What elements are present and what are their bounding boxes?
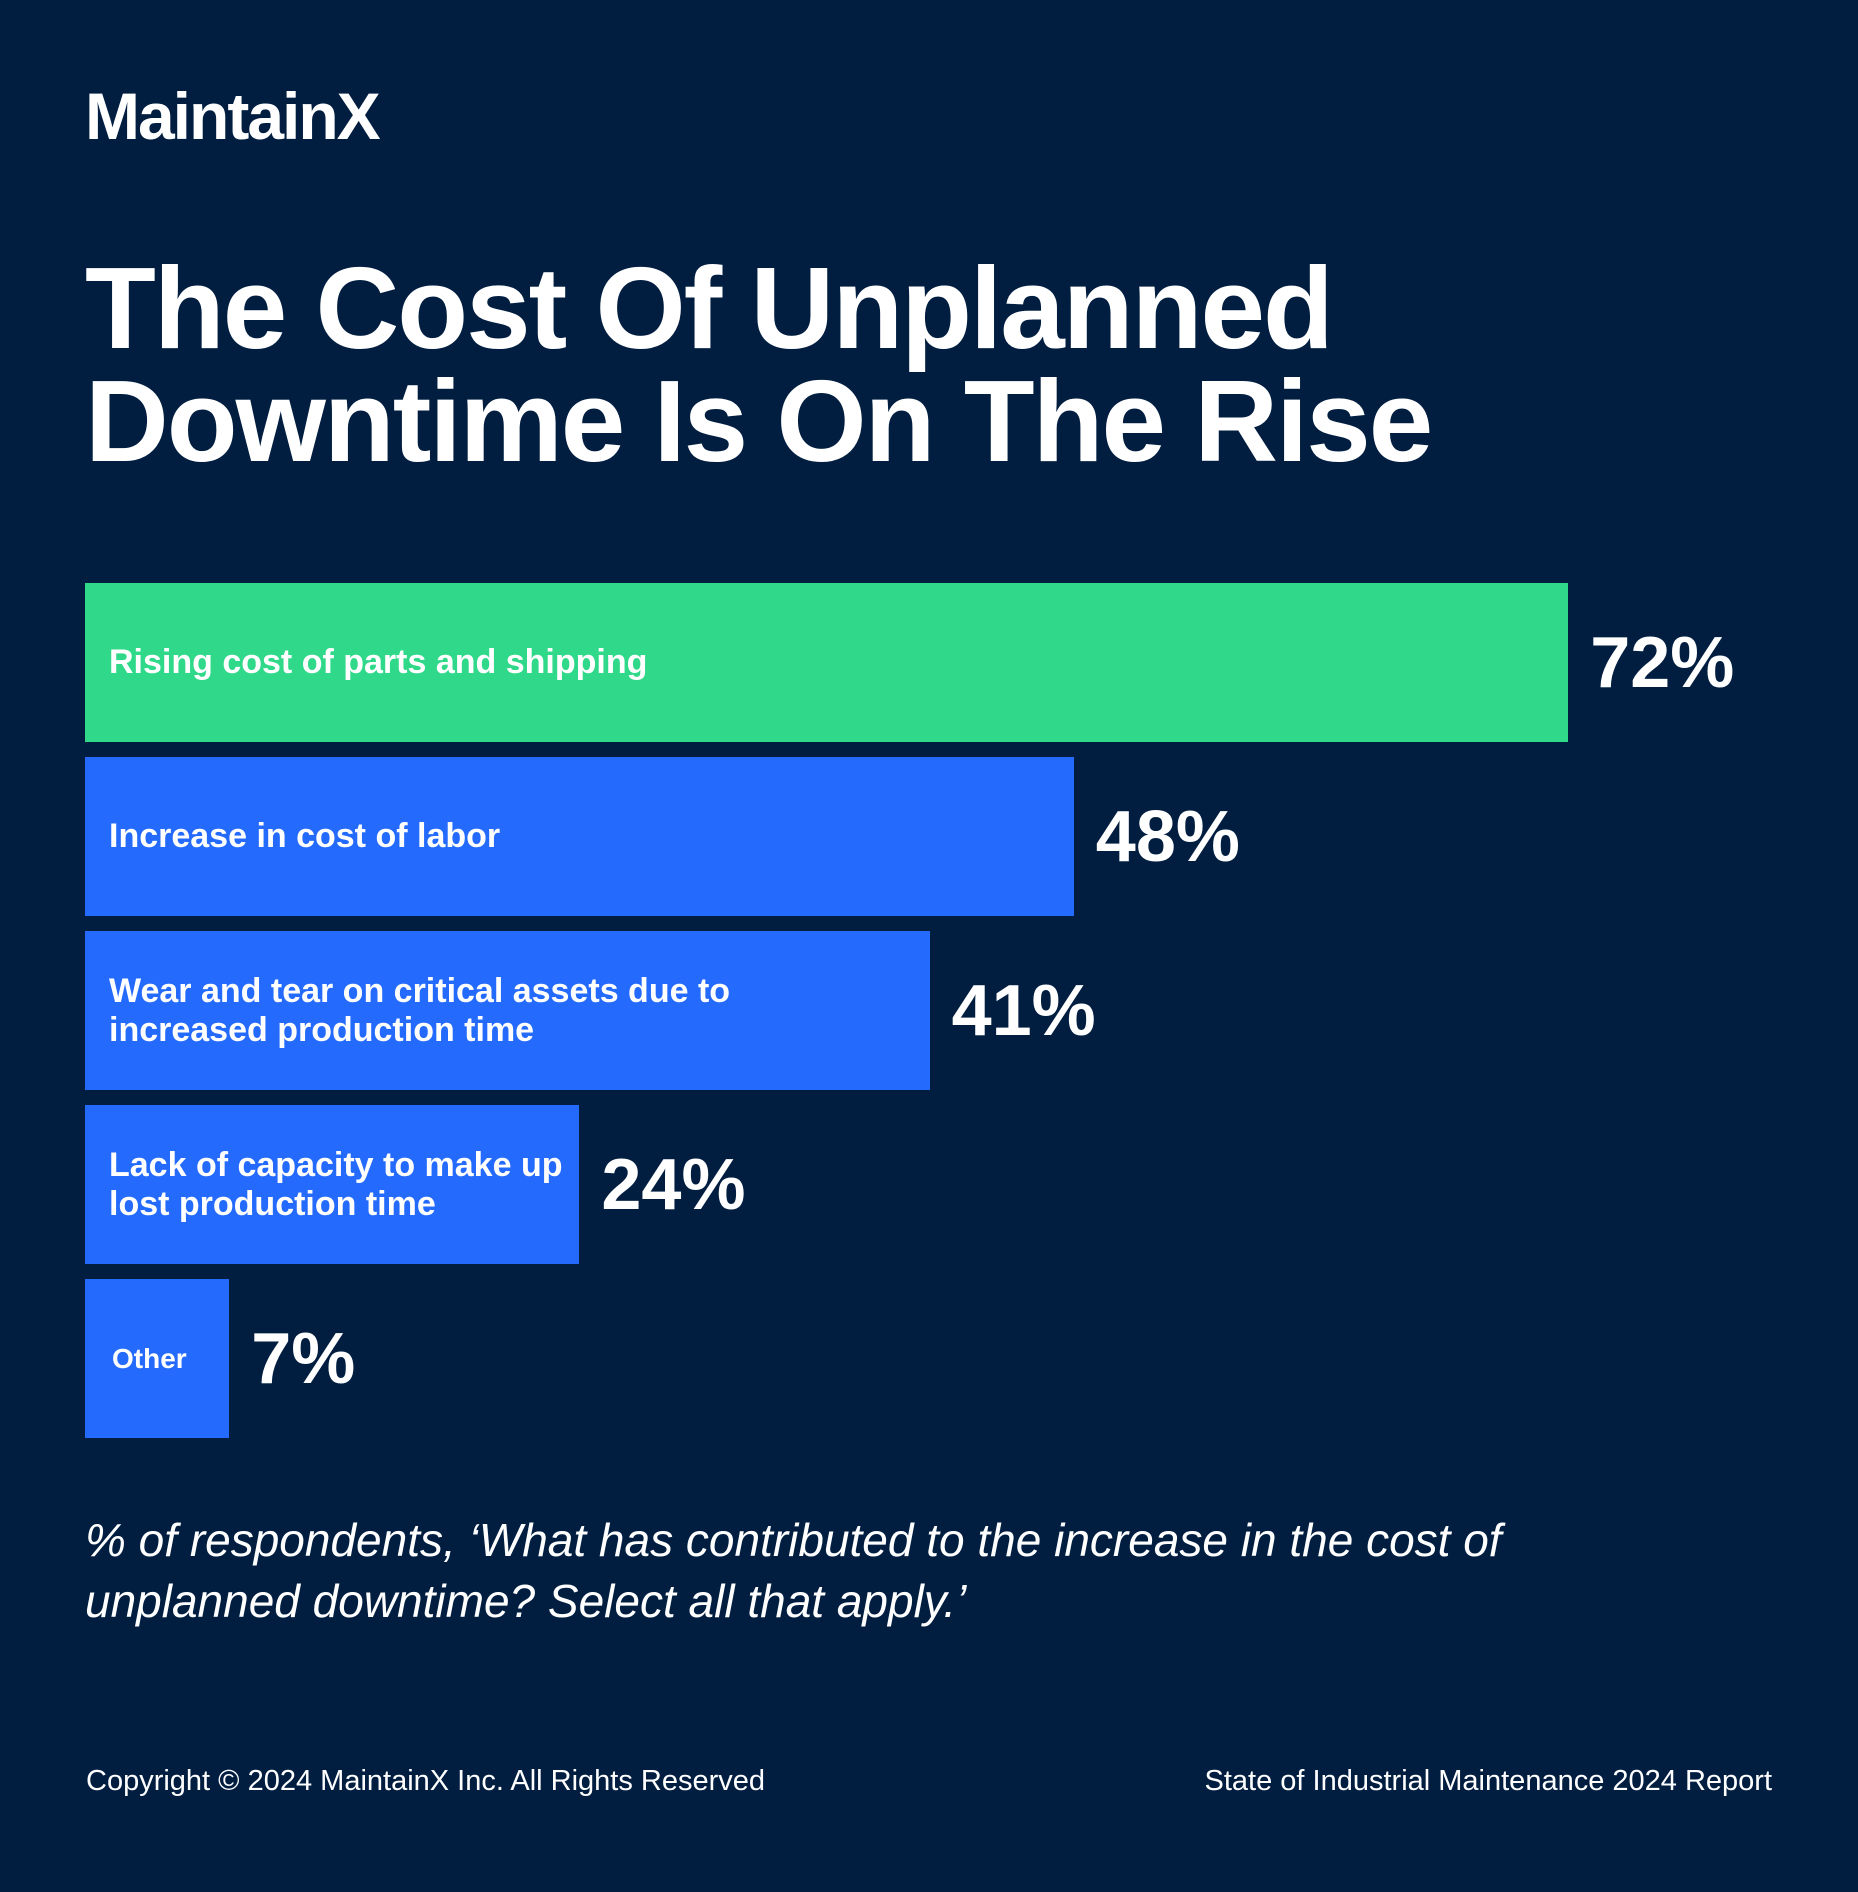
maintainx-logo: MaintainX: [85, 79, 381, 153]
value-label: 24%: [601, 1144, 746, 1225]
report-name: State of Industrial Maintenance 2024 Rep…: [1204, 1765, 1772, 1797]
bar-label: Rising cost of parts and shipping: [109, 643, 648, 681]
value-label: 7%: [251, 1318, 356, 1399]
value-label: 48%: [1095, 796, 1240, 877]
bar: Other: [85, 1279, 230, 1438]
bar: Lack of capacity to make up lost product…: [85, 1105, 580, 1264]
bar-chart: Rising cost of parts and shipping 72% Incr…: [85, 583, 1785, 1453]
bar-row: Other 7%: [85, 1279, 1785, 1438]
bar-label: Wear and tear on critical assets due to …: [109, 971, 731, 1049]
bar: Increase in cost of labor: [85, 757, 1074, 916]
bar-row: Rising cost of parts and shipping 72%: [85, 583, 1785, 742]
bar-row: Wear and tear on critical assets due to …: [85, 931, 1785, 1090]
bar: Wear and tear on critical assets due to …: [85, 931, 930, 1090]
bar-label: Lack of capacity to make up lost product…: [109, 1145, 563, 1223]
copyright-text: Copyright © 2024 MaintainX Inc. All Righ…: [86, 1765, 766, 1797]
chart-footnote: % of respondents, ‘What has contributed …: [85, 1514, 1502, 1627]
bar: Rising cost of parts and shipping: [85, 583, 1569, 742]
bar-label: Increase in cost of labor: [109, 817, 501, 855]
bar-row: Increase in cost of labor 48%: [85, 757, 1785, 916]
value-label: 41%: [951, 970, 1096, 1051]
bar-label: Other: [112, 1343, 187, 1374]
page-title: The Cost Of Unplanned Downtime Is On The…: [85, 243, 1433, 486]
value-label: 72%: [1590, 622, 1735, 703]
bar-row: Lack of capacity to make up lost product…: [85, 1105, 1785, 1264]
